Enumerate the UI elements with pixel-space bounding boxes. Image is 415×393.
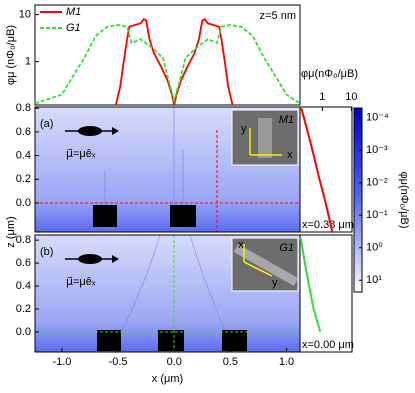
inset-axis-label: y: [241, 123, 247, 135]
inset-axis-label: y: [272, 277, 278, 289]
y-tick-label: 0.2: [16, 303, 31, 315]
y-tick-label: 0.6: [16, 257, 31, 269]
y-tick-label: 0.8: [16, 102, 31, 114]
annotation: x=0.00 μm: [302, 339, 354, 351]
colorbar-tick-label: 10⁰: [366, 242, 383, 254]
moment-arrow: [65, 126, 119, 264]
cut-lines: [35, 130, 300, 352]
line: [300, 107, 334, 233]
inset-axis-label: x: [238, 239, 244, 251]
inset-arrows: [243, 128, 282, 277]
annotation: z=5 nm: [260, 10, 296, 22]
colorbar-tick-label: 10⁻⁴: [366, 112, 389, 124]
inset-label: M1: [279, 114, 294, 126]
y-tick-label: 0.4: [16, 149, 31, 161]
x-tick-label: -0.5: [109, 356, 128, 368]
y-axis-label: φμ (nΦ₀/μB): [5, 25, 17, 85]
plot-frame: [299, 234, 353, 353]
y-tick-label: 0.8: [16, 234, 31, 246]
equation: μ⃗=μêₓ: [66, 276, 96, 288]
line: [299, 237, 322, 333]
colorbar-tick-label: 10⁻³: [366, 144, 388, 156]
plot-frame: [34, 4, 301, 106]
colorbar-tick-label: 10⁻²: [366, 177, 388, 189]
inset-label: G1: [279, 242, 294, 254]
colorbar-tick-label: 10⁻¹: [366, 209, 388, 221]
y-tick-label: 0.4: [16, 280, 31, 292]
plot-frame: [299, 106, 353, 233]
panel-label: (b): [40, 246, 53, 258]
line: [34, 24, 301, 105]
x-tick-label: 1.0: [279, 356, 294, 368]
inset-wire: [233, 244, 299, 286]
annotation: x=0.38 μm: [302, 219, 354, 231]
inset-wire: [258, 118, 272, 158]
colorbar-tick-label: 10¹: [366, 274, 382, 286]
y-tick-label: 1: [25, 56, 31, 68]
legend-label: M1: [66, 6, 81, 18]
y-axis-label: z (μm): [5, 216, 17, 247]
x-tick-label: -1.0: [52, 356, 71, 368]
colorbar-label: φμ(nΦ₀/μB): [398, 172, 410, 229]
x-tick-label: 1: [319, 91, 325, 103]
panel-label: (a): [40, 118, 53, 130]
equation: μ⃗=μêₓ: [66, 148, 96, 160]
colorbar: [353, 107, 363, 293]
y-tick-label: 10: [19, 9, 31, 21]
y-tick-label: 0.0: [16, 326, 31, 338]
x-axis-label: x (μm): [152, 373, 183, 385]
magnets: [93, 205, 247, 351]
y-tick-label: 0.6: [16, 126, 31, 138]
y-tick-label: 0.2: [16, 173, 31, 185]
line: [114, 18, 234, 106]
x-tick-label: 0.0: [167, 356, 182, 368]
x-tick-label: 0.5: [223, 356, 238, 368]
x-tick-label: 10: [345, 91, 357, 103]
y-tick-label: 0.0: [16, 197, 31, 209]
x-axis-label: φμ(nΦ₀/μB): [301, 68, 358, 80]
inset-axis-label: x: [287, 149, 293, 161]
legend-label: G1: [66, 22, 81, 34]
